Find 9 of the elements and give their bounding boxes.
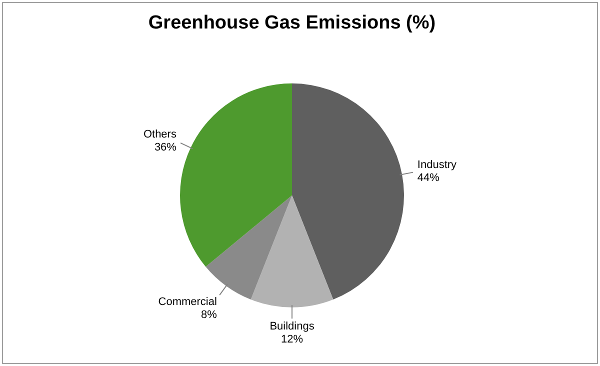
data-label: 44% — [417, 172, 440, 184]
slice-label: Commercial — [158, 296, 217, 308]
data-label: 12% — [280, 334, 304, 346]
data-label: 8% — [201, 309, 218, 322]
data-label: 36% — [154, 142, 177, 154]
chart-title: Greenhouse Gas Emissions (%) — [148, 12, 436, 34]
slice-label: Others — [143, 128, 177, 141]
slice-label: Buildings — [270, 320, 315, 333]
slice-label: Industry — [417, 159, 458, 172]
